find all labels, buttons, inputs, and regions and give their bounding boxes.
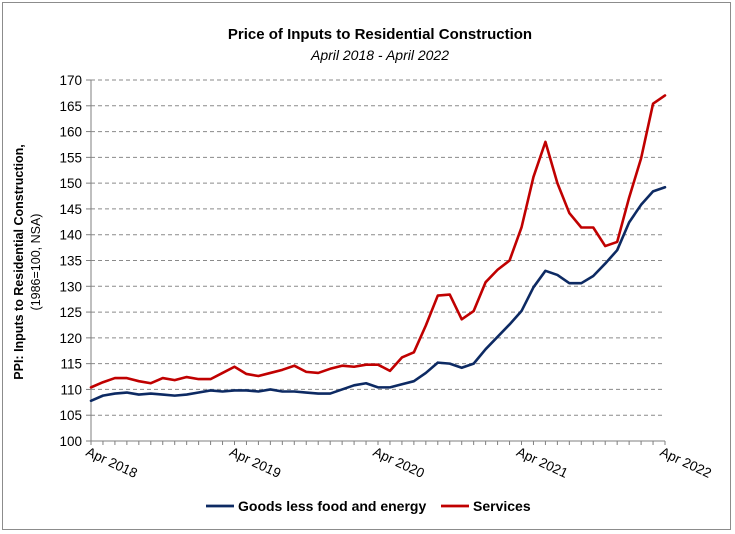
- y-tick-label: 115: [60, 357, 82, 372]
- y-tick-label: 130: [59, 279, 82, 294]
- legend: Goods less food and energy Services: [206, 498, 531, 514]
- y-tick-label: 170: [59, 73, 82, 88]
- y-tick-label: 120: [59, 331, 82, 346]
- legend-label: Services: [473, 498, 531, 514]
- y-tick-label: 140: [59, 228, 82, 243]
- gridlines: [91, 79, 665, 416]
- y-tick-label: 165: [59, 99, 82, 114]
- x-tick-label: Apr 2018: [84, 444, 140, 481]
- y-tick-label: 110: [60, 382, 82, 397]
- x-axis: Apr 2018 Apr 2019 Apr 2020 Apr 2021 Apr 2022: [84, 80, 714, 481]
- series-line-services: [89, 94, 667, 389]
- y-tick-label: 135: [59, 254, 82, 269]
- x-tick-label: Apr 2019: [227, 444, 283, 481]
- y-tick-label: 155: [59, 150, 82, 165]
- chart-title: Price of Inputs to Residential Construct…: [228, 26, 532, 43]
- y-tick-label: 150: [59, 176, 82, 191]
- legend-label: Goods less food and energy: [238, 498, 426, 514]
- y-axis-sublabel: (1986=100, NSA): [29, 214, 43, 311]
- y-axis-label: PPI: Inputs to Residential Construction,: [12, 144, 26, 379]
- series-lines: [89, 94, 667, 403]
- x-tick-label: Apr 2022: [658, 444, 714, 481]
- chart-subtitle: April 2018 - April 2022: [310, 47, 449, 63]
- y-tick-label: 125: [59, 305, 82, 320]
- y-tick-label: 145: [59, 202, 82, 217]
- y-axis-ticks: 100 105 110 115 120 125 130 135 140 145 150 155 160 1…: [59, 73, 91, 449]
- x-tick-label: Apr 2021: [514, 444, 570, 481]
- series-line-goods: [89, 185, 667, 403]
- y-tick-label: 100: [59, 434, 82, 449]
- x-tick-label: Apr 2020: [371, 444, 427, 481]
- y-tick-label: 105: [59, 408, 82, 423]
- y-tick-label: 160: [59, 125, 82, 140]
